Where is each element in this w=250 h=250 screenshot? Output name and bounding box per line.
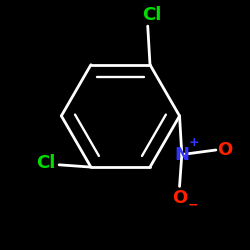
Text: Cl: Cl <box>36 154 55 172</box>
Text: N: N <box>174 146 189 164</box>
Text: O: O <box>218 141 232 159</box>
Text: +: + <box>189 136 200 148</box>
Text: Cl: Cl <box>142 6 162 24</box>
Text: O: O <box>172 189 187 207</box>
Text: −: − <box>188 198 198 211</box>
